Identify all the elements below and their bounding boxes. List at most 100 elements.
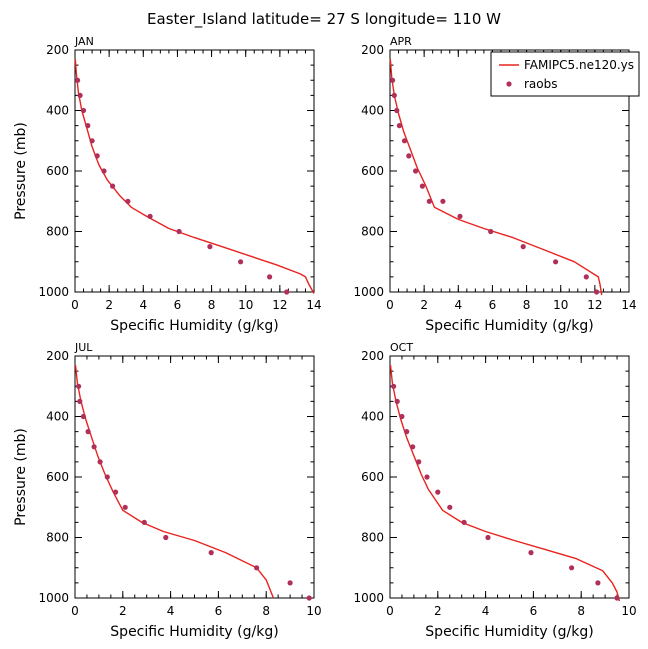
raobs-point [97,459,103,465]
raobs-point [113,489,119,495]
model-profile-line [74,59,315,294]
legend-marker-swatch [506,81,512,87]
x-axis-label: Specific Humidity (g/kg) [425,318,593,334]
raobs-point [238,259,244,265]
y-tick-label: 200 [46,43,69,57]
y-tick-label: 600 [361,470,384,484]
x-tick-label: 2 [434,604,442,618]
x-tick-label: 8 [577,604,585,618]
x-tick-label: 12 [272,298,287,312]
x-tick-label: 0 [71,298,79,312]
y-tick-label: 400 [361,104,384,118]
y-tick-label: 1000 [353,285,384,299]
plot-frame [74,49,315,293]
x-tick-label: 10 [553,298,568,312]
plot-frame [74,355,315,599]
x-tick-label: 0 [386,298,394,312]
raobs-point [163,534,169,541]
x-tick-label: 14 [621,298,636,312]
raobs-point [410,444,416,450]
raobs-point [91,444,97,450]
raobs-point [207,244,213,250]
x-tick-label: 14 [306,298,321,312]
raobs-point [94,153,100,159]
chart-panel-oct: 0 2 4 6 8 10 200 400 600 800 1000 OCT Specific Humid… [353,341,636,640]
x-tick-label: 12 [587,298,602,312]
raobs-point [176,228,182,235]
raobs-point [80,413,86,420]
x-tick-label: 10 [306,604,321,618]
x-tick-label: 6 [530,604,538,618]
raobs-point [75,77,81,83]
raobs-point [77,92,83,98]
y-axis-label: Pressure (mb) [13,428,29,526]
raobs-point [457,213,463,219]
x-axis-label: Specific Humidity (g/kg) [425,624,593,640]
raobs-point [424,474,430,480]
x-tick-label: 4 [139,298,147,312]
raobs-point [147,213,153,219]
raobs-point [435,489,441,495]
chart-panel-apr: 0 2 4 6 8 10 12 14 200 400 600 800 1000 APR Specific H… [353,35,640,334]
x-tick-label: 8 [523,298,531,312]
y-axis-label: Pressure (mb) [13,122,29,220]
raobs-point [254,565,260,571]
y-tick-label: 200 [361,349,384,363]
raobs-point [416,459,422,465]
panel-label: JUL [74,341,93,354]
raobs-point [284,289,290,295]
raobs-point [85,429,91,435]
x-tick-label: 8 [208,298,216,312]
raobs-point [528,550,534,556]
model-profile-line [389,59,603,296]
x-tick-label: 4 [167,604,175,618]
raobs-point [440,198,446,204]
x-tick-label: 0 [386,604,394,618]
raobs-point [569,565,575,571]
x-tick-label: 10 [238,298,253,312]
chart-panel-jan: 0 2 4 6 8 10 12 14 200 400 600 800 1000 JAN Specific H… [13,35,322,334]
y-tick-label: 200 [46,349,69,363]
raobs-point [391,383,397,389]
raobs-point [553,259,559,265]
x-tick-label: 4 [454,298,462,312]
legend-box [490,51,640,97]
panel-label: OCT [390,341,413,354]
raobs-point [85,123,91,129]
legend-entry-raobs: raobs [524,77,558,91]
x-tick-label: 6 [215,604,223,618]
raobs-point [583,274,589,280]
raobs-point [406,153,412,159]
raobs-point [488,228,494,235]
raobs-point [89,138,95,144]
panel-label: APR [390,35,412,48]
raobs-point [141,519,147,526]
raobs-point [401,138,408,144]
y-tick-label: 200 [361,43,384,57]
raobs-point [104,474,110,480]
raobs-point [413,168,419,174]
x-tick-label: 10 [621,604,636,618]
legend: FAMIPC5.ne120.ys raobs [490,51,640,97]
y-tick-label: 800 [46,225,69,239]
raobs-point [110,183,116,189]
y-tick-label: 800 [361,531,384,545]
x-tick-label: 0 [71,604,79,618]
y-tick-label: 800 [46,531,69,545]
raobs-point [391,92,397,98]
x-axis-label: Specific Humidity (g/kg) [110,318,278,334]
model-profile-line [389,365,621,602]
raobs-point [287,580,293,586]
raobs-point [267,274,273,280]
raobs-point [80,107,87,114]
x-tick-label: 6 [174,298,182,312]
y-tick-label: 400 [46,410,69,424]
raobs-point [614,595,620,601]
raobs-point [426,198,432,204]
raobs-point [122,504,128,510]
model-profile-line [74,365,275,599]
raobs-point [208,550,214,556]
raobs-point [76,383,82,389]
raobs-point [404,429,410,435]
